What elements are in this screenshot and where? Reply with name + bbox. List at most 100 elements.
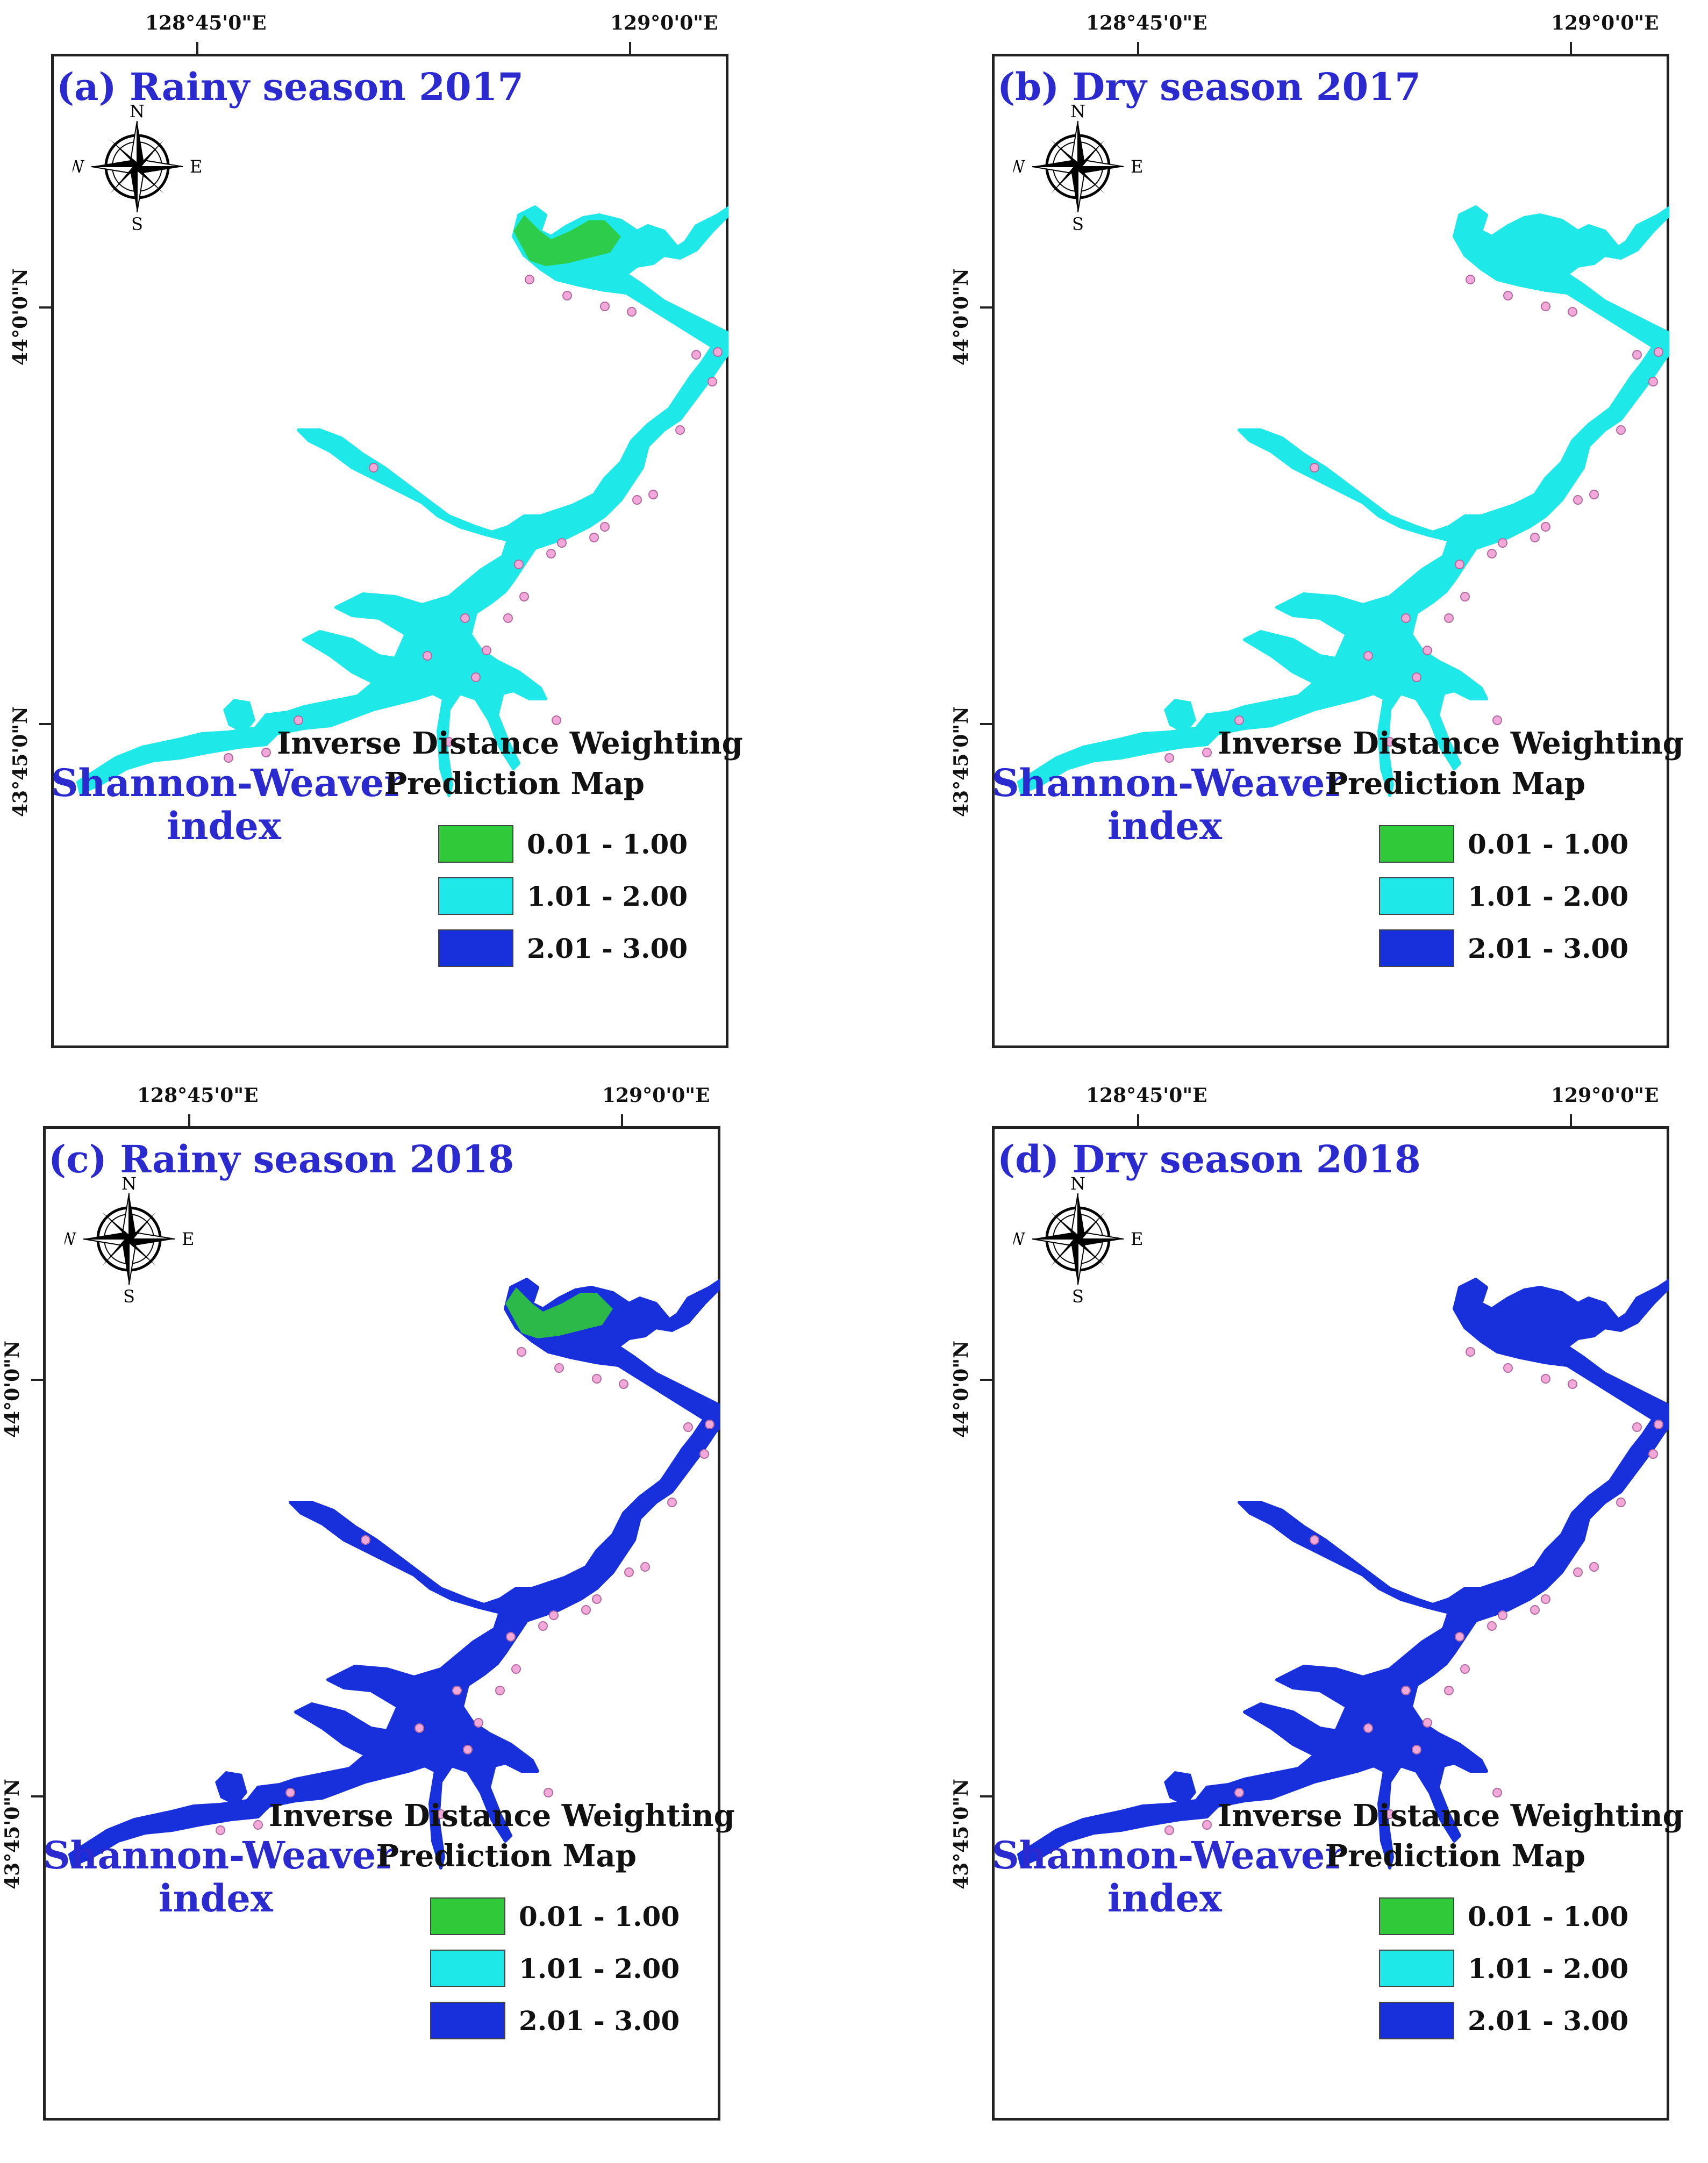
sampling-site [1455, 560, 1464, 569]
legend-method-line2: Prediction Map [376, 1838, 637, 1874]
sampling-site [667, 1498, 677, 1507]
reservoir-inlet [1164, 699, 1196, 734]
legend-swatch [1379, 2002, 1454, 2039]
sampling-site [1444, 1686, 1454, 1695]
legend-swatch [1379, 1950, 1454, 1987]
sampling-site [1164, 1825, 1174, 1835]
svg-text:W: W [73, 156, 84, 177]
sampling-site [1492, 1788, 1502, 1797]
sampling-site [1466, 275, 1475, 284]
sampling-site [640, 1562, 650, 1572]
sampling-site [503, 613, 513, 623]
upstream-area [1454, 1287, 1562, 1338]
lat-label-bottom: 43°45'0"N [950, 706, 973, 817]
lon-tick [629, 42, 631, 54]
svg-text:E: E [182, 1229, 194, 1249]
sampling-site [471, 672, 481, 682]
sampling-site [1412, 672, 1421, 682]
upstream-area [513, 215, 621, 266]
lon-tick [621, 1114, 623, 1126]
upstream-area [505, 1287, 613, 1338]
legend-method-line1: Inverse Distance Weighting [1218, 726, 1684, 761]
legend-swatch [430, 1950, 505, 1987]
svg-text:E: E [1131, 156, 1142, 177]
sampling-site [1385, 737, 1395, 747]
sampling-site [1423, 1718, 1432, 1728]
lat-label-top: 44°0'0"N [1, 1341, 24, 1438]
panel-title: (c) Rainy season 2018 [48, 1137, 514, 1181]
sampling-site [1401, 1686, 1411, 1695]
sampling-site [253, 1820, 263, 1830]
reservoir-map [68, 1278, 720, 1870]
sampling-site [506, 1632, 516, 1642]
sampling-site [444, 737, 454, 747]
legend-index-line1: Shannon-Weaver [51, 761, 404, 805]
reservoir-map [1017, 1278, 1669, 1870]
lon-label-left: 128°45'0"E [145, 12, 267, 34]
sampling-site [1616, 1498, 1626, 1507]
sampling-site [511, 1664, 521, 1674]
sampling-site [261, 748, 271, 757]
legend-class-label: 0.01 - 1.00 [519, 1901, 680, 1932]
reservoir-inlet [223, 699, 255, 734]
sampling-site [1401, 613, 1411, 623]
upstream-area [1454, 215, 1562, 266]
lat-tick [31, 1379, 43, 1381]
legend-method-line1: Inverse Distance Weighting [269, 1798, 735, 1833]
sampling-site [495, 1686, 505, 1695]
sampling-site [1503, 1363, 1513, 1373]
legend-swatch [430, 2002, 505, 2039]
sampling-site [1541, 522, 1550, 532]
sampling-site [474, 1718, 483, 1728]
sampling-site [1632, 1422, 1642, 1432]
sampling-site [1589, 490, 1599, 499]
map-panel: 128°45'0"E 129°0'0"E 44°0'0"N 43°45'0"N … [950, 1084, 1684, 2121]
lon-label-right: 129°0'0"E [602, 1084, 710, 1107]
lon-tick [1137, 1114, 1139, 1126]
sampling-site [589, 533, 599, 542]
sampling-site [675, 425, 685, 435]
reservoir-inlet [215, 1771, 247, 1806]
sampling-site [627, 307, 637, 317]
legend-index-line2: index [1107, 1876, 1222, 1921]
sampling-site [1202, 748, 1212, 757]
sampling-site [1654, 347, 1663, 357]
sampling-site [1412, 1745, 1421, 1754]
svg-text:N: N [1070, 1174, 1085, 1194]
sampling-site [691, 350, 701, 360]
legend-class-label: 2.01 - 3.00 [527, 933, 688, 964]
legend-index-line1: Shannon-Weaver [43, 1833, 396, 1878]
sampling-site [581, 1605, 591, 1615]
lon-label-left: 128°45'0"E [1086, 12, 1207, 34]
lon-label-right: 129°0'0"E [1551, 12, 1659, 34]
reservoir-area [1017, 1278, 1669, 1870]
sampling-site [224, 753, 233, 763]
compass-rose-icon: N S E W [1013, 1174, 1142, 1303]
sampling-site [415, 1723, 424, 1733]
legend-swatch [438, 825, 513, 863]
sampling-site [423, 651, 432, 661]
lat-tick [39, 723, 51, 725]
sampling-site [436, 1809, 446, 1819]
map-panel: 128°45'0"E 129°0'0"E 44°0'0"N 43°45'0"N … [950, 12, 1684, 1048]
legend-class-label: 1.01 - 2.00 [1468, 880, 1629, 912]
sampling-site [1541, 302, 1550, 311]
legend-method-line2: Prediction Map [1325, 1838, 1585, 1874]
legend-class-label: 0.01 - 1.00 [1468, 828, 1629, 860]
svg-text:E: E [1131, 1229, 1142, 1249]
sampling-site [482, 646, 491, 655]
sampling-site [538, 1621, 548, 1631]
sampling-site [544, 1788, 553, 1797]
sampling-site [1234, 1788, 1244, 1797]
lat-tick [980, 1795, 992, 1797]
legend-class-label: 2.01 - 3.00 [519, 2005, 680, 2037]
legend-index-line2: index [1107, 804, 1222, 848]
sampling-site [1648, 377, 1658, 386]
svg-text:S: S [1072, 1286, 1084, 1303]
svg-text:S: S [123, 1286, 135, 1303]
reservoir-map [76, 205, 728, 797]
sampling-site [1164, 753, 1174, 763]
legend-index-line2: index [159, 1876, 273, 1921]
compass-rose-icon: N S E W [65, 1174, 194, 1303]
sampling-site [1460, 592, 1470, 601]
